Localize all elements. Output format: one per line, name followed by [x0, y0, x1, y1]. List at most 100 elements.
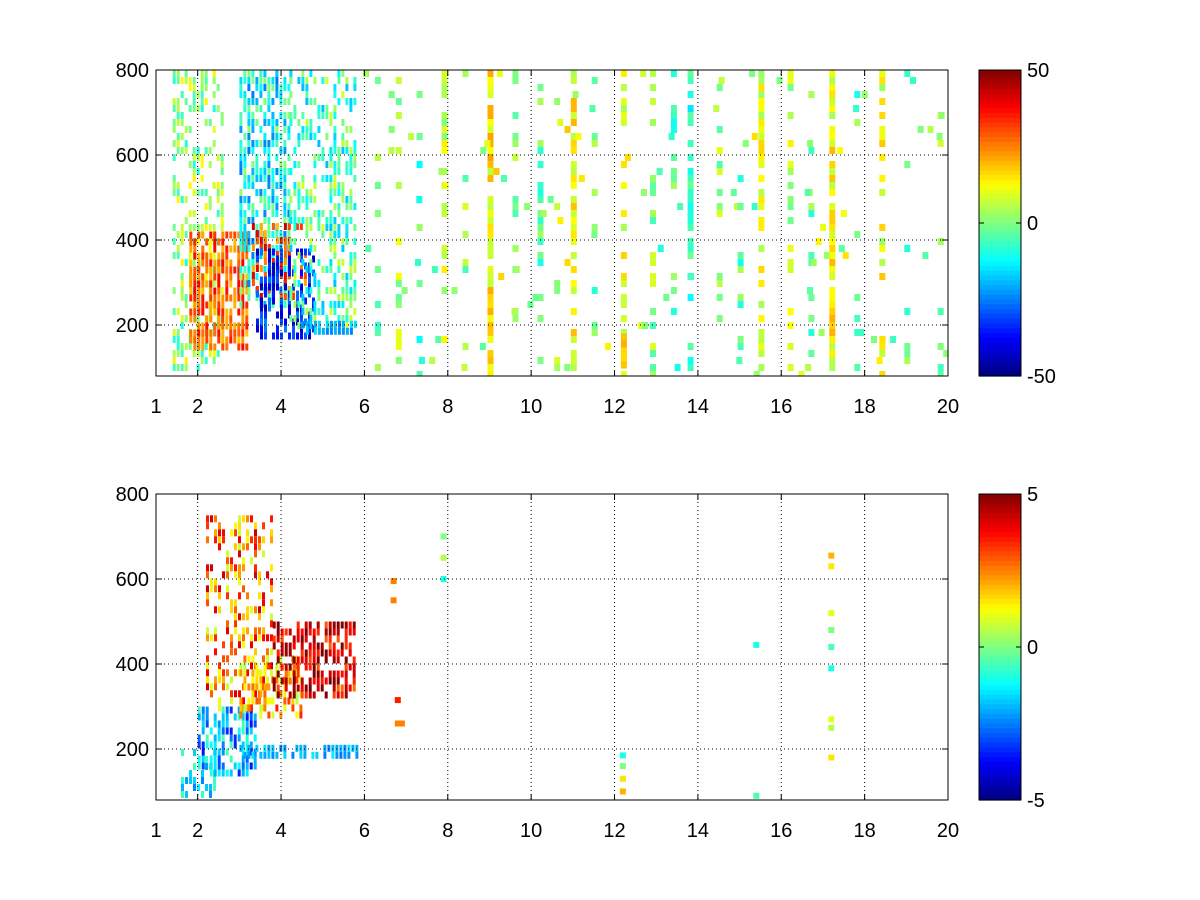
heatmap-cell — [275, 182, 279, 189]
heatmap-cell — [200, 175, 204, 182]
heatmap-cell — [312, 691, 316, 699]
heatmap-cell — [260, 311, 263, 319]
colorbar-swatch — [979, 637, 1021, 643]
heatmap-cell — [758, 350, 765, 357]
heatmap-cell — [275, 119, 279, 126]
heatmap-cell — [604, 343, 611, 350]
heatmap-cell — [687, 196, 694, 203]
heatmap-cell — [176, 308, 180, 315]
heatmap-cell — [270, 536, 273, 544]
heatmap-cell — [787, 77, 794, 84]
heatmap-cell — [255, 168, 259, 175]
heatmap-cell — [229, 322, 233, 330]
heatmap-cell — [462, 70, 469, 77]
heatmap-cell — [333, 182, 337, 189]
heatmap-cell — [349, 287, 353, 294]
heatmap-cell — [204, 343, 208, 350]
heatmap-cell — [287, 217, 291, 224]
heatmap-cell — [333, 161, 337, 168]
heatmap-cell — [620, 252, 627, 259]
heatmap-cell — [200, 357, 204, 364]
heatmap-cell — [554, 98, 561, 105]
heatmap-cell — [263, 70, 267, 77]
heatmap-cell — [299, 711, 303, 719]
heatmap-cell — [226, 557, 229, 565]
heatmap-cell — [283, 98, 287, 105]
heatmap-cell — [230, 529, 233, 537]
colorbar-swatch — [979, 603, 1021, 610]
heatmap-cell — [204, 224, 208, 231]
heatmap-cell — [259, 223, 263, 230]
heatmap-cell — [289, 245, 293, 252]
heatmap-cell — [221, 259, 225, 267]
heatmap-cell — [348, 663, 352, 671]
heatmap-cell — [217, 329, 221, 337]
heatmap-cell — [589, 105, 596, 112]
heatmap-cell — [205, 756, 208, 763]
heatmap-cell — [291, 704, 295, 712]
heatmap-cell — [297, 322, 301, 329]
x-tick-label: 18 — [854, 396, 876, 418]
heatmap-cell — [263, 196, 267, 203]
heatmap-cell — [197, 336, 201, 344]
heatmap-cell — [487, 280, 494, 287]
heatmap-cell — [570, 224, 577, 231]
heatmap-cell — [237, 734, 241, 742]
heatmap-cell — [200, 98, 204, 105]
heatmap-cell — [242, 543, 245, 551]
heatmap-cell — [758, 140, 765, 147]
heatmap-cell — [324, 649, 328, 657]
heatmap-cell — [172, 308, 176, 315]
heatmap-cell — [854, 364, 861, 371]
heatmap-cell — [225, 294, 229, 302]
heatmap-cell — [289, 217, 293, 224]
heatmap-cell — [241, 748, 245, 756]
heatmap-cell — [272, 276, 275, 284]
heatmap-cell — [283, 175, 287, 182]
heatmap-cell — [333, 287, 337, 294]
heatmap-cell — [349, 320, 353, 328]
heatmap-cell — [254, 627, 257, 635]
heatmap-cell — [329, 189, 333, 196]
heatmap-cell — [217, 755, 221, 763]
heatmap-cell — [213, 343, 217, 351]
heatmap-cell — [316, 621, 320, 629]
heatmap-cell — [349, 147, 353, 154]
heatmap-cell — [441, 119, 448, 126]
heatmap-cell — [172, 189, 176, 196]
top-axes-frame — [155, 69, 949, 377]
heatmap-cell — [239, 245, 243, 252]
heatmap-cell — [345, 147, 349, 154]
colorbar-swatch — [979, 98, 1021, 105]
heatmap-cell — [251, 203, 255, 210]
heatmap-cell — [272, 635, 276, 643]
heatmap-cell — [213, 308, 217, 316]
colorbar-swatch — [979, 570, 1021, 576]
heatmap-cell — [829, 287, 836, 294]
heatmap-cell — [275, 231, 279, 238]
heatmap-cell — [329, 182, 333, 189]
heatmap-cell — [311, 751, 315, 759]
heatmap-cell — [295, 676, 299, 684]
heatmap-cell — [325, 224, 329, 231]
heatmap-cell — [353, 84, 357, 91]
heatmap-cell — [209, 301, 213, 309]
heatmap-cell — [317, 308, 321, 315]
heatmap-cell — [829, 308, 836, 315]
heatmap-cell — [218, 676, 221, 684]
heatmap-cell — [206, 515, 209, 523]
heatmap-cell — [344, 656, 348, 664]
heatmap-cell — [251, 182, 255, 189]
heatmap-cell — [262, 606, 265, 614]
heatmap-cell — [829, 161, 836, 168]
heatmap-cell — [301, 308, 305, 315]
heatmap-cell — [238, 641, 241, 649]
heatmap-cell — [591, 189, 598, 196]
heatmap-cell — [304, 248, 307, 256]
heatmap-cell — [189, 336, 193, 344]
heatmap-cell — [441, 147, 448, 154]
heatmap-cell — [320, 670, 324, 678]
heatmap-cell — [267, 140, 271, 147]
heatmap-cell — [303, 751, 307, 759]
heatmap-cell — [246, 627, 249, 635]
